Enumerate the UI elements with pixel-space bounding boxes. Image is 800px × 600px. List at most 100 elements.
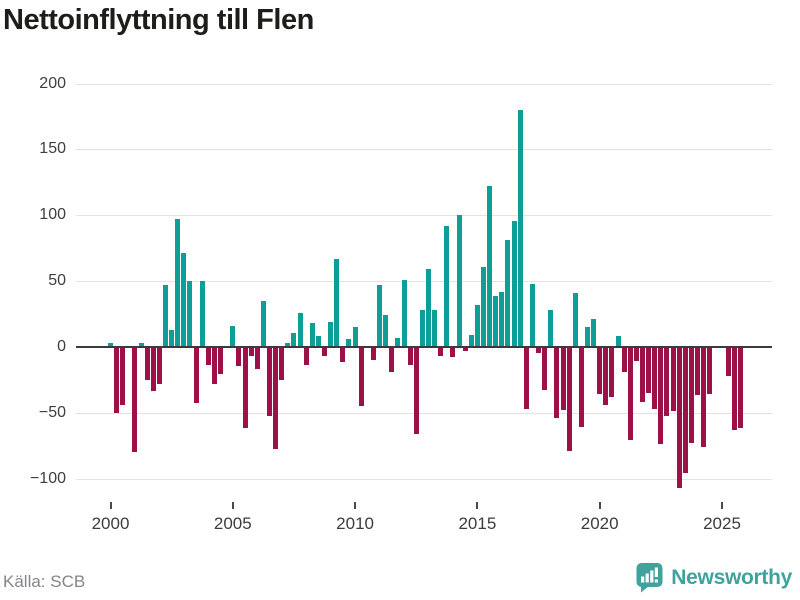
bar-2007-q2 [285,343,291,347]
y-axis-label: 150 [39,140,66,157]
bar-2009-q1 [328,321,334,347]
x-tick-2005 [231,502,234,509]
bar-2024-q1 [695,348,701,396]
bar-2016-q4 [517,109,523,347]
bar-2022-q2 [652,348,658,409]
x-axis-label: 2010 [336,514,374,533]
source-label: Källa: SCB [3,572,86,591]
x-axis-label: 2025 [703,514,741,533]
bar-2020-q1 [597,348,603,395]
bar-2007-q3 [291,332,297,347]
x-tick-2000 [109,502,112,509]
bar-2018-q3 [560,348,566,410]
bar-2001-q1 [132,348,138,453]
x-axis-label: 2020 [580,514,619,533]
bar-2011-q1 [377,285,383,347]
x-tick-2025 [721,502,723,509]
bar-2015-q3 [487,186,493,347]
y-axis-label: −100 [29,470,66,487]
bar-2017-q3 [536,348,542,354]
bar-2013-q2 [432,310,438,347]
bar-2023-q1 [670,348,676,412]
bar-2010-q1 [352,327,358,347]
bar-2000-q1 [108,343,113,347]
bar-2006-q1 [254,348,260,370]
bar-2020-q3 [609,348,615,397]
bar-2006-q2 [260,300,266,347]
y-axis-label: 200 [39,75,66,92]
bar-2009-q2 [334,258,340,347]
bar-2019-q2 [578,348,584,428]
bar-2025-q3 [731,348,737,430]
bar-2012-q3 [413,348,419,434]
bar-2001-q3 [144,348,150,380]
bar-2002-q4 [175,219,181,347]
bar-2003-q1 [181,253,187,347]
bar-2025-q2 [725,348,731,376]
bar-2001-q4 [150,348,156,392]
x-axis-label: 2015 [458,514,497,533]
bar-2023-q2 [676,348,682,488]
newsworthy-wordmark: Newsworthy [671,565,792,589]
x-tick-2010 [354,502,357,509]
bar-2024-q3 [707,348,713,395]
bar-2013-q3 [438,348,444,356]
x-axis-label: 2000 [91,514,130,533]
bar-2010-q2 [358,348,364,406]
bar-2014-q2 [456,215,462,347]
gridline-200 [76,84,772,85]
bar-2005-q4 [248,348,254,356]
bar-2004-q1 [205,348,211,366]
bar-2012-q2 [407,348,413,366]
zero-axis-line [76,346,772,348]
bar-2019-q4 [591,319,597,347]
bar-2021-q3 [633,348,639,362]
bar-2011-q2 [383,315,389,347]
bar-2002-q3 [169,329,175,347]
bar-2012-q4 [419,310,425,347]
bar-2006-q4 [273,348,279,450]
bar-2021-q4 [640,348,645,402]
bar-2024-q2 [701,348,707,447]
bar-2013-q4 [444,225,450,347]
bar-2004-q2 [211,348,217,384]
bar-2016-q2 [505,240,511,347]
bar-2013-q1 [425,269,431,347]
bar-2022-q4 [664,348,670,417]
bar-2018-q1 [548,310,554,347]
bar-2000-q2 [114,348,120,413]
bar-2023-q4 [688,348,694,443]
bar-2008-q3 [315,336,321,347]
bar-2015-q4 [493,295,499,347]
bar-2020-q2 [603,348,609,405]
x-axis-label: 2005 [213,514,252,533]
bar-2001-q2 [138,343,144,347]
gridline--50 [76,413,772,414]
bar-2003-q4 [199,281,205,347]
bar-2014-q4 [468,335,474,347]
bar-2017-q2 [529,283,535,347]
bar-2005-q1 [230,325,236,347]
bar-2016-q1 [499,291,505,347]
bar-2009-q3 [340,348,346,363]
gridline-100 [76,215,772,216]
bar-2002-q1 [156,348,162,384]
gridline--100 [76,479,772,480]
x-tick-2015 [476,502,479,509]
bar-2007-q1 [279,348,285,380]
bar-2006-q3 [266,348,272,417]
bar-2011-q3 [389,348,395,372]
bar-2021-q1 [621,348,627,372]
bar-2023-q3 [682,348,688,474]
y-axis-label: −50 [38,404,66,421]
bar-2011-q4 [395,337,401,347]
bar-2025-q4 [737,348,743,429]
chart-title: Nettoinflyttning till Flen [3,4,314,36]
bar-2019-q1 [572,293,578,347]
bar-2003-q3 [193,348,199,404]
x-tick-2020 [598,502,601,509]
newsworthy-logo[interactable]: Newsworthy [635,562,792,593]
bar-2009-q4 [346,339,352,347]
bar-2016-q3 [511,220,517,347]
